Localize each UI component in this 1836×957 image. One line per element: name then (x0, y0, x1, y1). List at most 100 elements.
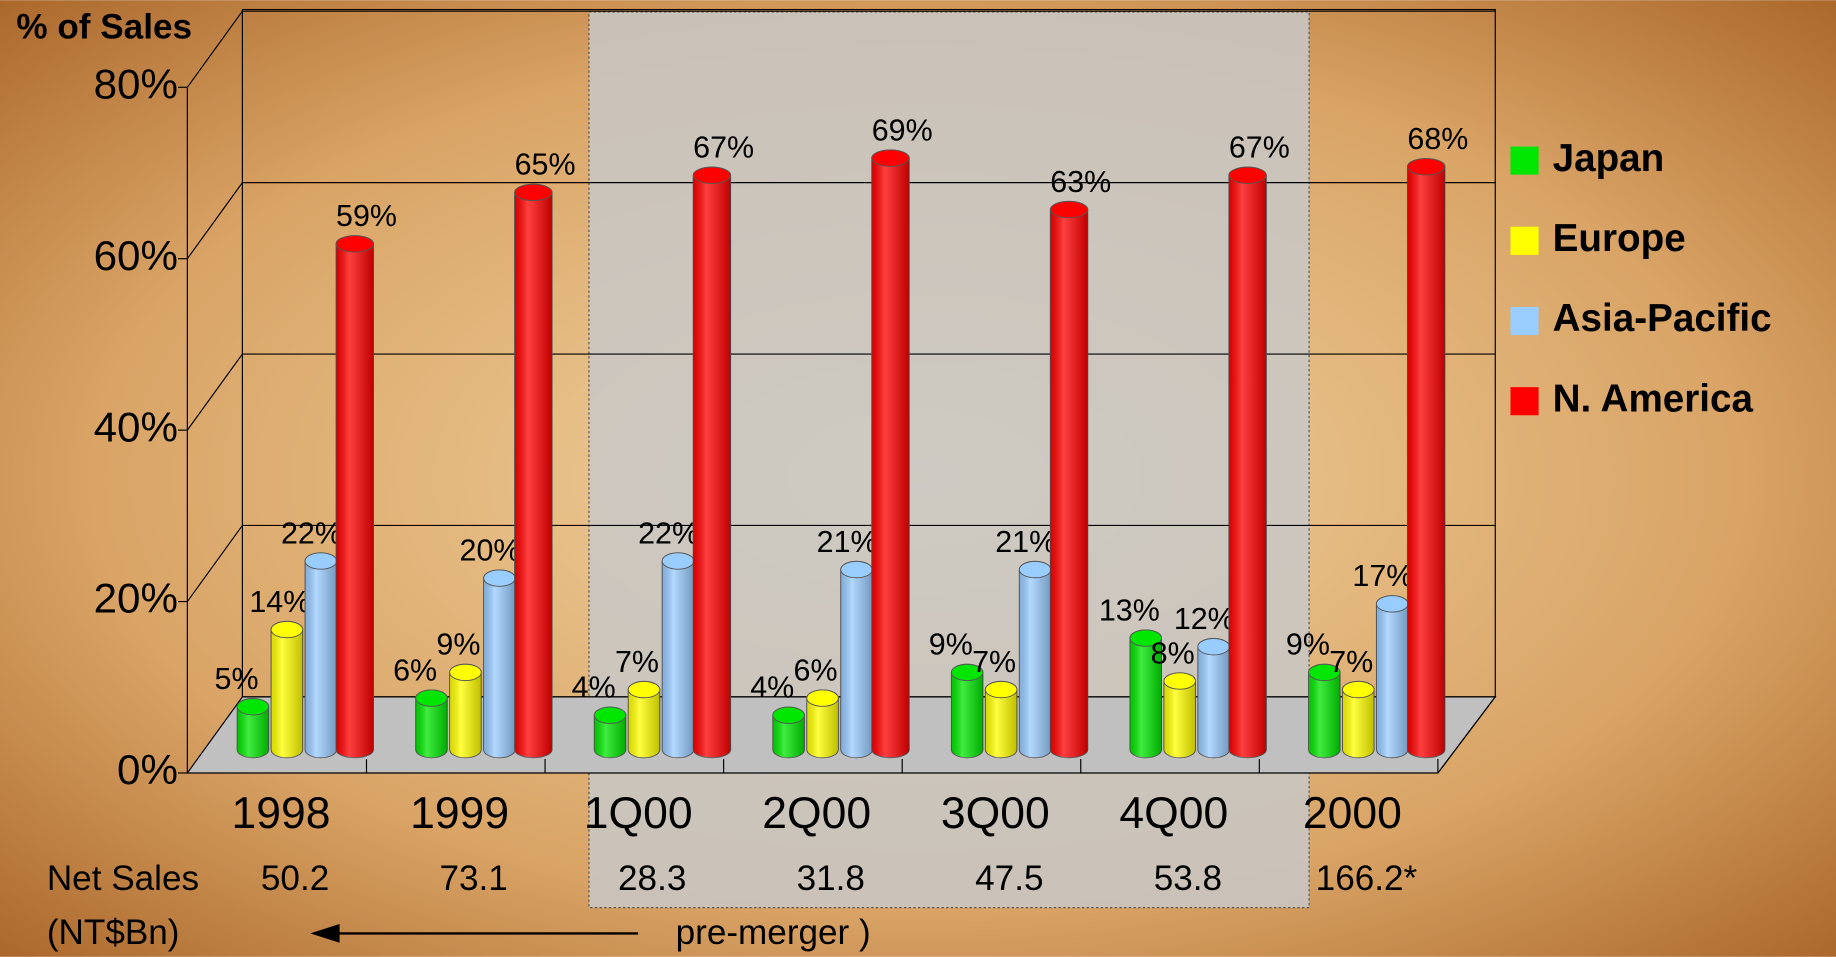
value-label: 8% (1151, 636, 1195, 670)
y-tick-label: 20% (94, 575, 178, 622)
legend-swatch (1510, 387, 1539, 416)
bar-cap (1129, 629, 1163, 647)
x-tick-label: 2000 (1303, 789, 1402, 838)
bar-shade (628, 681, 660, 758)
bar-shade (336, 235, 374, 758)
bar-shade (871, 149, 910, 758)
value-label: 7% (972, 645, 1016, 679)
net-sales-value: 53.8 (1154, 859, 1222, 898)
bar-shade (840, 561, 873, 758)
value-label: 69% (872, 113, 933, 147)
bar-cap (1228, 166, 1267, 184)
value-label: 22% (281, 516, 342, 550)
value-label: 21% (995, 525, 1056, 559)
bar-shade (514, 184, 553, 758)
net-sales-value: 47.5 (975, 859, 1043, 898)
grid-line (186, 10, 243, 88)
bar-cap (1308, 663, 1341, 682)
y-tick-label: 40% (94, 403, 178, 450)
bar-cap (415, 689, 448, 707)
value-label: 7% (615, 645, 659, 679)
grid-line (186, 353, 243, 431)
bar-cap (627, 680, 661, 699)
bar-cap (840, 560, 873, 579)
net-sales-label: Net Sales (47, 859, 199, 898)
bar-cap (806, 689, 839, 707)
legend-swatch (1510, 306, 1539, 336)
value-label: 63% (1050, 165, 1111, 199)
value-label: 6% (393, 653, 437, 687)
value-label: 68% (1407, 122, 1468, 156)
annotation: pre-merger ) (676, 913, 871, 952)
value-label: 9% (929, 628, 973, 662)
value-label: 59% (336, 199, 397, 233)
bar-shade (1407, 158, 1445, 758)
y-axis-title: % of Sales (16, 8, 192, 47)
x-tick-label: 3Q00 (941, 789, 1050, 838)
bar-shade (483, 569, 516, 758)
bar-shade (1129, 629, 1162, 758)
bar-cap (1375, 595, 1409, 613)
value-label: 9% (1286, 628, 1330, 662)
x-tick-label: 1999 (410, 789, 509, 838)
bar-cap (871, 149, 910, 167)
bar-cap (593, 706, 627, 724)
bar-shade (806, 689, 839, 758)
bar-shade (1197, 638, 1230, 758)
bar-shade (415, 689, 448, 758)
value-label: 67% (693, 131, 754, 165)
bar-cap (1163, 672, 1196, 690)
x-tick-label: 1Q00 (584, 789, 693, 838)
bar-cap (1406, 158, 1446, 176)
y-tick-label: 0% (117, 746, 178, 793)
bar-cap (304, 552, 338, 570)
value-label: 22% (638, 516, 699, 550)
bar-shade (662, 552, 694, 758)
value-label: 12% (1174, 602, 1235, 636)
bar-cap (1341, 680, 1375, 699)
value-label: 67% (1229, 131, 1290, 165)
x-tick-label: 4Q00 (1119, 789, 1228, 838)
bar-cap (1049, 200, 1089, 219)
net-sales-value: 31.8 (797, 859, 865, 898)
bar-cap (1018, 560, 1052, 579)
bar-shade (1050, 201, 1088, 758)
net-sales-unit: (NT$Bn) (47, 913, 180, 952)
value-label: 65% (515, 148, 576, 182)
value-label: 4% (572, 671, 616, 705)
value-label: 5% (215, 662, 259, 696)
value-label: 20% (460, 533, 521, 567)
net-sales-value: 50.2 (261, 859, 329, 898)
bar-cap (236, 698, 270, 716)
bar-cap (483, 569, 516, 587)
x-tick-label: 1998 (232, 789, 331, 838)
bar-shade (985, 681, 1017, 758)
bar-cap (335, 235, 374, 253)
value-label: 9% (436, 628, 480, 662)
legend-swatch (1510, 146, 1539, 175)
bar-shade (449, 664, 482, 758)
bar-shade (1308, 664, 1341, 758)
legend-label: N. America (1553, 377, 1754, 420)
value-label: 21% (817, 525, 878, 559)
legend-label: Europe (1553, 217, 1686, 260)
bar-shade (271, 621, 303, 758)
bar-cap (950, 663, 984, 682)
value-label: 7% (1329, 645, 1373, 679)
y-tick-label: 60% (94, 232, 178, 279)
legend-swatch (1510, 226, 1539, 255)
value-label: 14% (249, 585, 310, 619)
bar-shade (1342, 681, 1375, 758)
bar-cap (449, 663, 482, 682)
value-label: 17% (1352, 559, 1413, 593)
legend-label: Asia-Pacific (1553, 297, 1772, 340)
bar-shade (1376, 595, 1409, 758)
value-label: 13% (1099, 593, 1160, 627)
bar-cap (514, 183, 553, 202)
net-sales-value: 166.2* (1316, 859, 1418, 898)
bar-cap (692, 166, 732, 184)
bar-shade (1019, 561, 1051, 758)
bar-cap (270, 620, 304, 639)
arrow-head (310, 924, 340, 943)
